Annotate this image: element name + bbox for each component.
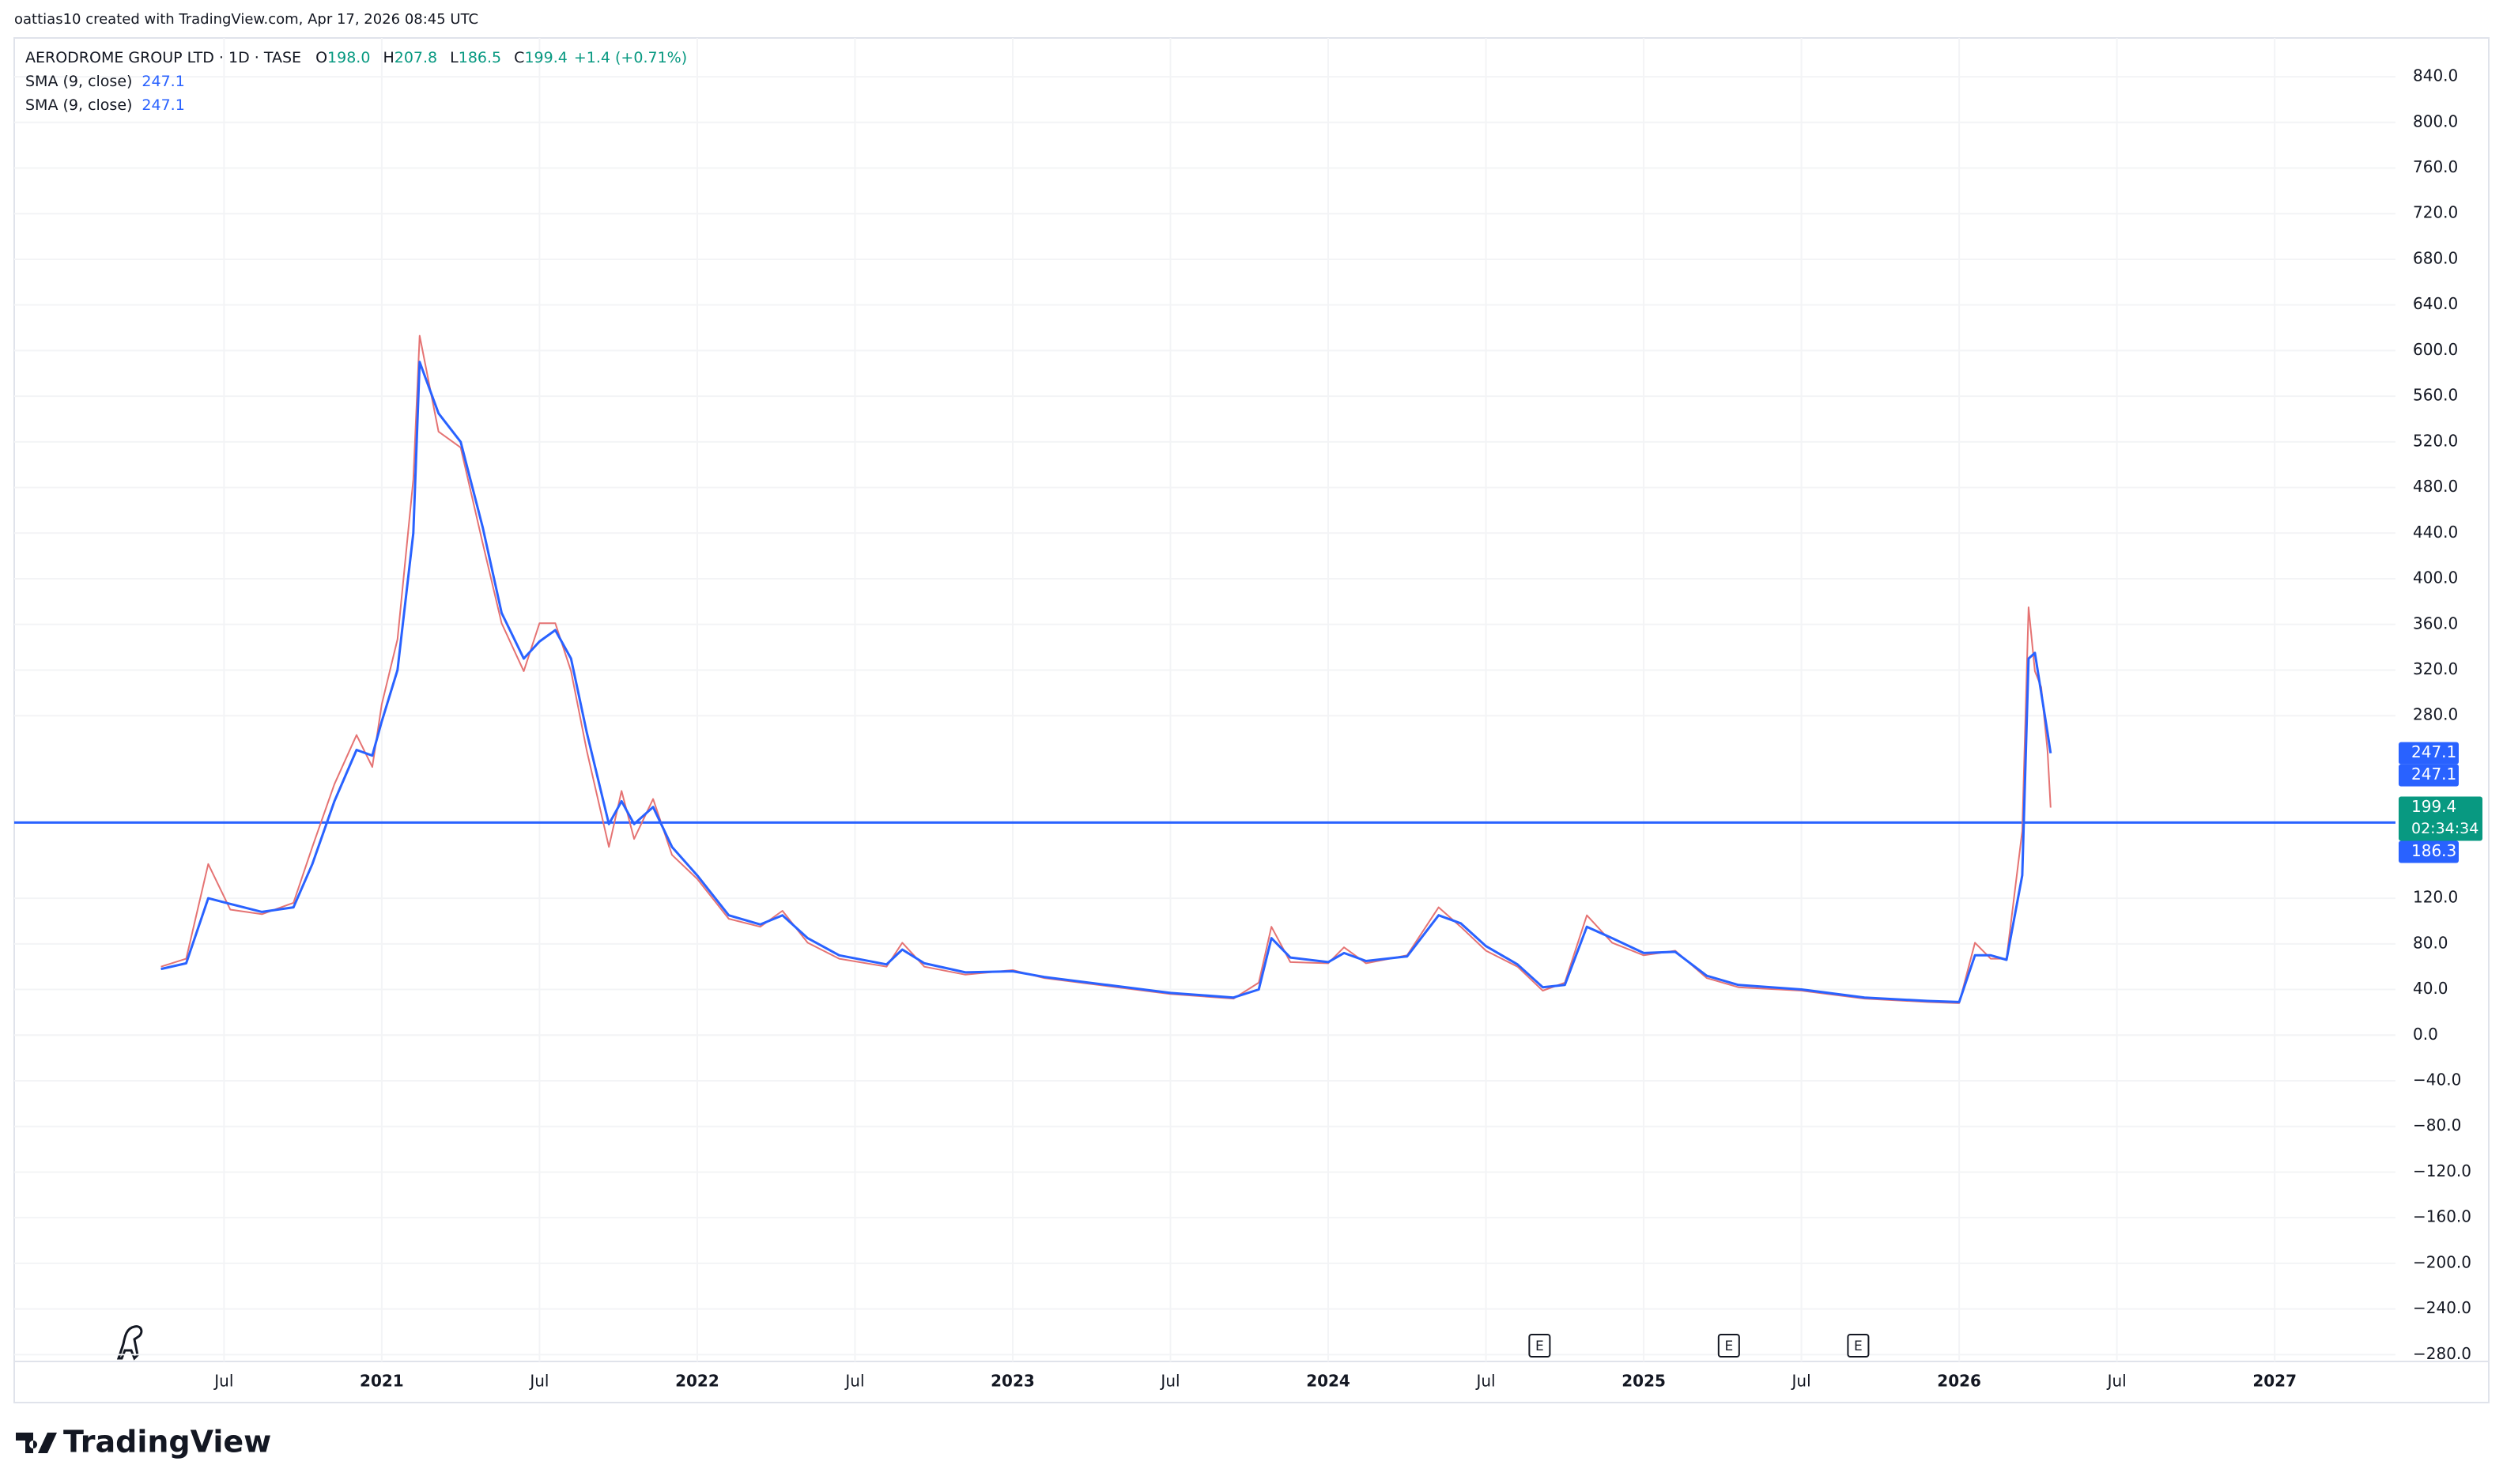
symbol: AERODROME GROUP LTD · 1D · TASE xyxy=(25,49,302,66)
y-tick-label: −240.0 xyxy=(2413,1298,2471,1317)
price-label-box xyxy=(2399,796,2482,841)
series-line xyxy=(160,334,2052,1004)
event-label: E xyxy=(1724,1339,1733,1354)
y-tick-label: 440.0 xyxy=(2413,523,2458,542)
y-tick-label: 80.0 xyxy=(2413,933,2448,952)
y-tick-label: 840.0 xyxy=(2413,66,2458,85)
x-tick-label: Jul xyxy=(1159,1372,1180,1391)
indicator-row: SMA (9, close) 247.1 xyxy=(25,96,188,120)
x-tick-label: 2021 xyxy=(360,1372,404,1391)
y-tick-label: 120.0 xyxy=(2413,888,2458,907)
ohlc-value: 207.8 xyxy=(394,49,438,66)
indicators: SMA (9, close) 247.1 SMA (9, close) 247.1 xyxy=(25,73,188,120)
y-tick-label: 720.0 xyxy=(2413,203,2458,222)
price-label-box xyxy=(2399,764,2459,787)
y-tick-label: −80.0 xyxy=(2413,1116,2461,1135)
ohlc-item: L186.5 xyxy=(450,49,504,66)
x-tick-label: 2025 xyxy=(1621,1372,1666,1391)
y-tick-label: 280.0 xyxy=(2413,705,2458,724)
y-tick-label: 520.0 xyxy=(2413,431,2458,450)
ohlc-item: H207.8 xyxy=(383,49,440,66)
y-tick-label: 760.0 xyxy=(2413,157,2458,176)
credit: oattias10 created with TradingView.com, … xyxy=(14,11,479,28)
symbol-line: AERODROME GROUP LTD · 1D · TASE O198.0 H2… xyxy=(25,49,690,66)
x-tick-label: 2024 xyxy=(1306,1372,1350,1391)
logo-text: TradingView xyxy=(63,1425,271,1459)
ohlc-value: 199.4 xyxy=(524,49,568,66)
ohlc-value: 198.0 xyxy=(327,49,371,66)
indicator-value: 247.1 xyxy=(142,73,185,90)
y-tick-label: −200.0 xyxy=(2413,1252,2471,1271)
indicator-name: SMA (9, close) xyxy=(25,73,133,90)
x-tick-label: 2026 xyxy=(1937,1372,1981,1391)
logo: TradingView xyxy=(16,1425,271,1459)
price-label: 186.3 xyxy=(2411,841,2456,860)
indicator-name: SMA (9, close) xyxy=(25,96,133,114)
y-tick-label: 480.0 xyxy=(2413,477,2458,496)
event-marker: E xyxy=(1717,1334,1740,1358)
y-tick-label: −40.0 xyxy=(2413,1070,2461,1089)
ohlc-item: C199.4 xyxy=(514,49,571,66)
countdown: 02:34:34 xyxy=(2411,820,2478,837)
x-tick-label: 2022 xyxy=(675,1372,719,1391)
x-tick-label: Jul xyxy=(1474,1372,1495,1391)
logo-mark xyxy=(16,1433,57,1453)
series-line xyxy=(160,361,2052,1003)
indicator-value: 247.1 xyxy=(142,96,185,114)
event-box xyxy=(1717,1334,1740,1358)
y-tick-label: 800.0 xyxy=(2413,111,2458,130)
y-tick-label: 600.0 xyxy=(2413,340,2458,359)
frame xyxy=(13,37,2490,1403)
event-marker: E xyxy=(1528,1334,1551,1358)
y-tick-label: 560.0 xyxy=(2413,386,2458,405)
x-tick-label: Jul xyxy=(1791,1372,1811,1391)
ohlc-key: H xyxy=(383,49,395,66)
y-tick-label: 0.0 xyxy=(2413,1025,2438,1044)
change: +1.4 (+0.71%) xyxy=(573,49,688,66)
y-tick-label: 40.0 xyxy=(2413,979,2448,998)
x-tick-label: Jul xyxy=(528,1372,549,1391)
y-tick-label: 680.0 xyxy=(2413,248,2458,267)
event-label: E xyxy=(1535,1339,1544,1354)
y-tick-label: 400.0 xyxy=(2413,568,2458,587)
y-tick-label: 640.0 xyxy=(2413,294,2458,313)
y-tick-label: −120.0 xyxy=(2413,1161,2471,1180)
price-label: 199.4 xyxy=(2411,797,2456,816)
x-tick-label: 2027 xyxy=(2252,1372,2297,1391)
y-tick-label: 320.0 xyxy=(2413,659,2458,678)
event-box xyxy=(1528,1334,1551,1358)
price-label-box xyxy=(2399,742,2459,765)
x-tick-label: Jul xyxy=(213,1372,233,1391)
event-label: E xyxy=(1854,1339,1863,1354)
y-tick-label: −160.0 xyxy=(2413,1207,2471,1226)
indicator-row: SMA (9, close) 247.1 xyxy=(25,73,188,96)
price-label: 247.1 xyxy=(2411,742,2456,761)
price-label-box xyxy=(2399,840,2459,863)
ohlc-key: L xyxy=(450,49,459,66)
y-tick-label: −280.0 xyxy=(2413,1344,2471,1363)
ohlc-key: C xyxy=(514,49,525,66)
event-box xyxy=(1847,1334,1870,1358)
ohlc-item: O198.0 xyxy=(315,49,373,66)
y-tick-label: 360.0 xyxy=(2413,614,2458,632)
price-label: 247.1 xyxy=(2411,765,2456,784)
x-tick-label: 2023 xyxy=(991,1372,1035,1391)
x-tick-label: Jul xyxy=(2106,1372,2127,1391)
dino-icon xyxy=(116,1325,143,1361)
ohlc-key: O xyxy=(315,49,328,66)
event-marker: E xyxy=(1847,1334,1870,1358)
x-tick-label: Jul xyxy=(844,1372,864,1391)
ohlc-value: 186.5 xyxy=(458,49,502,66)
